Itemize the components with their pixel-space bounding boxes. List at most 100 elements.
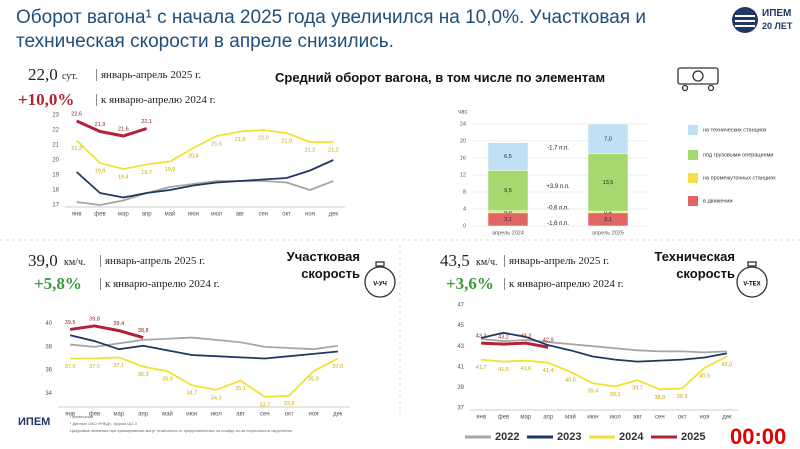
x-tick-label: апр: [543, 415, 554, 421]
series-line: [76, 119, 148, 138]
x-tick-label: янв: [476, 415, 486, 421]
y-tick-label: 12: [460, 172, 466, 178]
x-tick-label: июн: [188, 212, 199, 218]
x-tick-label: июн: [587, 415, 598, 421]
stat-change: +5,8%: [34, 274, 82, 293]
data-label: 34,7: [186, 391, 197, 397]
y-tick-label: 23: [52, 113, 59, 119]
x-tick-label: окт: [282, 212, 291, 218]
series-line: [76, 159, 334, 199]
data-label: 38,9: [677, 394, 688, 400]
x-tick-label: апр: [142, 212, 153, 218]
stat-period: январь-апрель 2025 г.: [504, 255, 609, 267]
data-label: 35,9: [308, 377, 319, 383]
stat-value: 39,0: [28, 251, 58, 270]
data-label: 37,0: [65, 364, 76, 370]
wagon-icon: [677, 67, 719, 92]
data-label: 42,0: [721, 362, 732, 368]
logo-mark: [732, 7, 758, 33]
x-tick-label: дек: [722, 415, 732, 421]
data-label: 35,9: [162, 377, 173, 383]
data-label: 21,3: [71, 146, 82, 152]
change-label: -1,6 п.п.: [547, 221, 569, 227]
data-label: 22,0: [258, 135, 269, 141]
stat-change: +10,0%: [18, 90, 75, 109]
x-tick-label: фев: [498, 415, 509, 421]
x-tick-label: янв: [65, 412, 75, 418]
note: Цифровые значения при суммировании могут…: [70, 428, 293, 433]
data-label: 21,2: [328, 147, 339, 153]
footer-logo: ИПЕМ: [18, 416, 51, 428]
y-tick-label: 47: [457, 303, 464, 309]
legend-label: на технических станциях: [703, 127, 767, 133]
legend-label: под грузовыми операциями: [703, 152, 773, 158]
data-label: 43,3: [476, 334, 487, 340]
data-label: 3,1: [504, 217, 512, 223]
data-label: 0,4: [604, 209, 612, 215]
change-label: -0,6 п.п.: [547, 205, 569, 211]
change-label: +3,9 п.п.: [546, 184, 570, 190]
legend-label: 2025: [681, 431, 705, 443]
stat-unit: сут.: [62, 71, 78, 82]
chart-title: Средний оборот вагона, в том числе по эл…: [275, 70, 606, 85]
y-tick-label: 24: [460, 121, 466, 127]
data-label: 41,4: [543, 368, 554, 374]
x-tick-label: май: [162, 411, 173, 418]
slide-title: Оборот вагона¹ с начала 2025 года увелич…: [16, 7, 646, 52]
stat-base: к январю-апрелю 2024 г.: [96, 94, 216, 106]
x-tick-label: ноя: [700, 415, 710, 421]
data-label: 34,3: [211, 395, 222, 401]
data-label: 13,5: [603, 180, 614, 186]
data-label: 33,8: [284, 401, 295, 407]
data-label: 21,9: [235, 137, 246, 143]
stat-period: январь-апрель 2025 г.: [100, 255, 205, 267]
x-tick-label: апрель 2025: [592, 230, 624, 236]
x-tick-label: янв: [72, 212, 82, 218]
stat-unit: км/ч.: [476, 257, 498, 268]
data-label: 39,5: [65, 320, 76, 326]
y-tick-label: 21: [52, 143, 59, 149]
y-tick-label: 20: [52, 158, 59, 164]
x-tick-label: июл: [211, 412, 223, 418]
data-label: 37,0: [89, 364, 100, 370]
data-label: 37,0: [332, 364, 343, 370]
legend-swatch: [688, 173, 698, 183]
stat-base: к январю-апрелю 2024 г.: [504, 278, 624, 290]
bar-segment: [487, 142, 529, 171]
data-label: 3,1: [604, 217, 612, 223]
data-label: 42,9: [543, 338, 554, 344]
icon-label: V-ТЕХ: [743, 282, 760, 288]
data-label: 40,5: [565, 377, 576, 383]
series-line: [481, 338, 727, 354]
data-label: 43,3: [520, 334, 531, 340]
x-tick-label: окт: [285, 412, 294, 418]
x-tick-label: июн: [186, 412, 197, 418]
x-tick-label: апр: [138, 412, 149, 418]
series-line: [70, 356, 339, 398]
data-label: 39,4: [587, 389, 598, 395]
data-label: 21,6: [211, 141, 222, 147]
y-tick-label: 8: [463, 189, 466, 195]
y-tick-label: 38: [45, 344, 52, 350]
x-tick-label: мар: [113, 412, 124, 418]
y-tick-label: 4: [463, 206, 466, 212]
data-label: 19,8: [95, 168, 106, 174]
data-label: 9,5: [504, 188, 512, 194]
data-label: 22,1: [141, 119, 152, 125]
y-tick-label: 22: [52, 128, 59, 134]
stat-unit: км/ч.: [64, 257, 86, 268]
data-label: 6,5: [504, 154, 512, 160]
note: ¹ Данные ОАО «РЖД», форма ЦО-3: [70, 421, 137, 426]
data-label: 36,3: [138, 372, 149, 378]
data-label: 39,1: [610, 392, 621, 398]
x-tick-label: авг: [236, 412, 246, 418]
series-line: [481, 355, 728, 391]
x-tick-label: ноя: [309, 412, 319, 418]
stat-value: 22,0: [28, 65, 58, 84]
y-tick-label: 16: [460, 155, 466, 161]
x-tick-label: апрель 2024: [492, 230, 524, 236]
data-label: 39,4: [113, 321, 124, 327]
y-tick-label: 39: [457, 385, 464, 391]
x-tick-label: мар: [520, 415, 531, 421]
x-tick-label: мар: [118, 212, 129, 218]
